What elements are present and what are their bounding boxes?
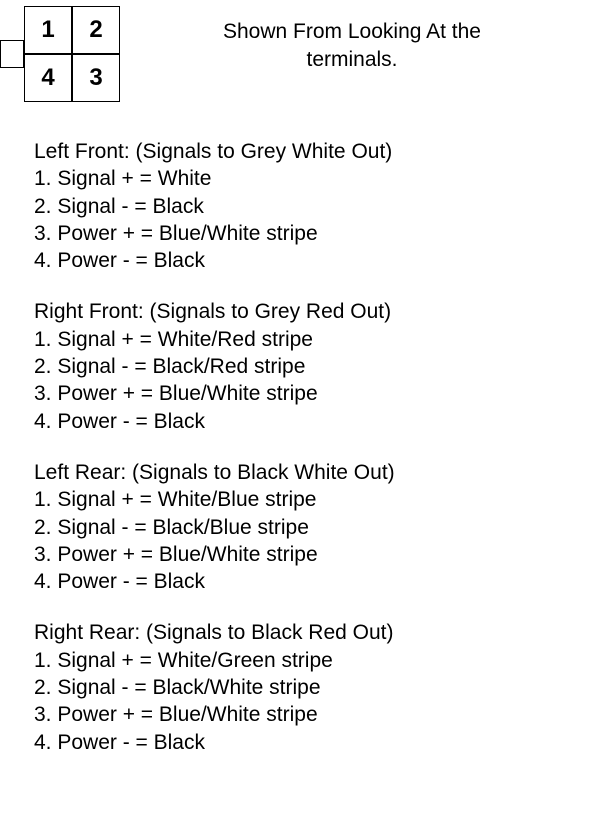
section-line: 1. Signal + = White/Green stripe: [34, 647, 594, 674]
wiring-section: Right Rear: (Signals to Black Red Out)1.…: [34, 619, 594, 755]
section-line: 1. Signal + = White: [34, 165, 594, 192]
section-line: 4. Power - = Black: [34, 408, 594, 435]
header-row: 1 2 4 3 Shown From Looking At the termin…: [0, 0, 594, 102]
connector-cell: 1: [24, 6, 72, 54]
section-line: 4. Power - = Black: [34, 568, 594, 595]
section-line: 3. Power + = Blue/White stripe: [34, 701, 594, 728]
section-line: 4. Power - = Black: [34, 247, 594, 274]
section-title: Right Front: (Signals to Grey Red Out): [34, 298, 594, 325]
section-title: Right Rear: (Signals to Black Red Out): [34, 619, 594, 646]
wiring-section: Left Rear: (Signals to Black White Out)1…: [34, 459, 594, 595]
section-line: 2. Signal - = Black/Red stripe: [34, 353, 594, 380]
wiring-section: Right Front: (Signals to Grey Red Out)1.…: [34, 298, 594, 434]
section-line: 3. Power + = Blue/White stripe: [34, 541, 594, 568]
connector-cell: 2: [72, 6, 120, 54]
caption-line: terminals.: [130, 46, 574, 74]
section-line: 1. Signal + = White/Red stripe: [34, 326, 594, 353]
connector-cell: 4: [24, 54, 72, 102]
connector-cell: 3: [72, 54, 120, 102]
section-title: Left Front: (Signals to Grey White Out): [34, 138, 594, 165]
section-line: 2. Signal - = Black/Blue stripe: [34, 514, 594, 541]
section-line: 2. Signal - = Black/White stripe: [34, 674, 594, 701]
connector-tab: [0, 40, 24, 68]
section-line: 2. Signal - = Black: [34, 193, 594, 220]
section-line: 4. Power - = Black: [34, 729, 594, 756]
diagram-caption: Shown From Looking At the terminals.: [130, 6, 594, 75]
caption-line: Shown From Looking At the: [130, 18, 574, 46]
section-line: 3. Power + = Blue/White stripe: [34, 380, 594, 407]
section-line: 1. Signal + = White/Blue stripe: [34, 486, 594, 513]
section-title: Left Rear: (Signals to Black White Out): [34, 459, 594, 486]
connector-grid: 1 2 4 3: [24, 6, 120, 102]
wiring-section: Left Front: (Signals to Grey White Out)1…: [34, 138, 594, 274]
section-line: 3. Power + = Blue/White stripe: [34, 220, 594, 247]
wiring-sections: Left Front: (Signals to Grey White Out)1…: [0, 102, 594, 756]
connector-diagram: 1 2 4 3: [0, 6, 130, 102]
